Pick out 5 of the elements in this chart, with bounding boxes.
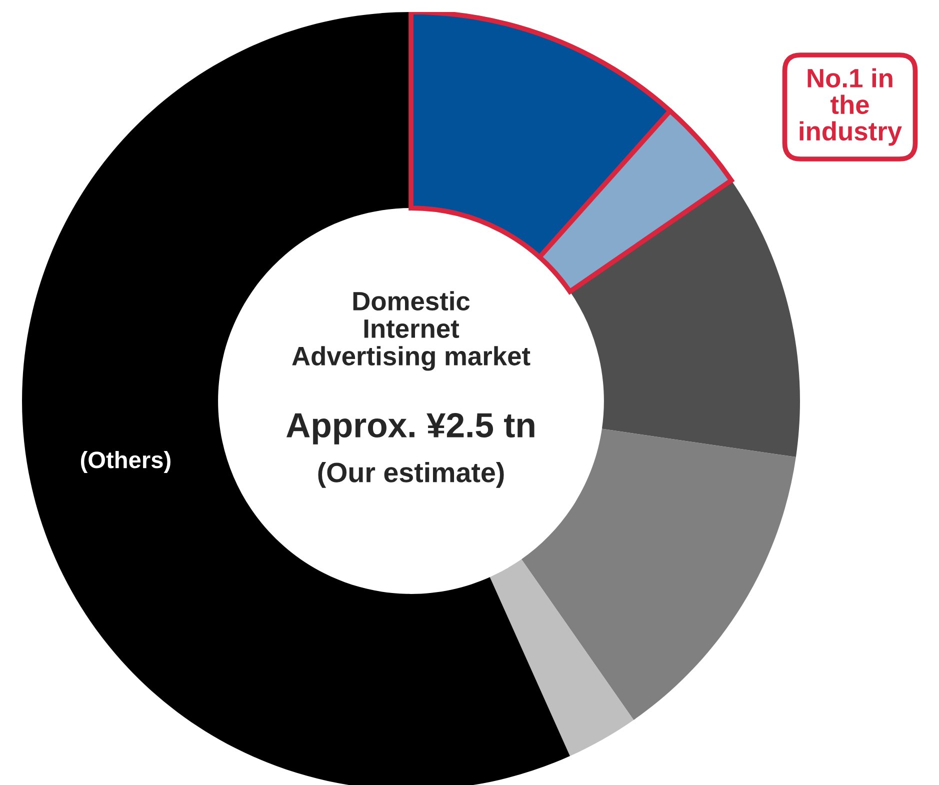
slice-label: (Others): [80, 450, 170, 473]
text: Approx. ¥2.5 tn: [286, 412, 534, 444]
text: Domestic Internet Advertising market: [292, 291, 530, 371]
text: (Our estimate): [318, 462, 504, 488]
text: No.1 in the industry: [800, 68, 902, 146]
